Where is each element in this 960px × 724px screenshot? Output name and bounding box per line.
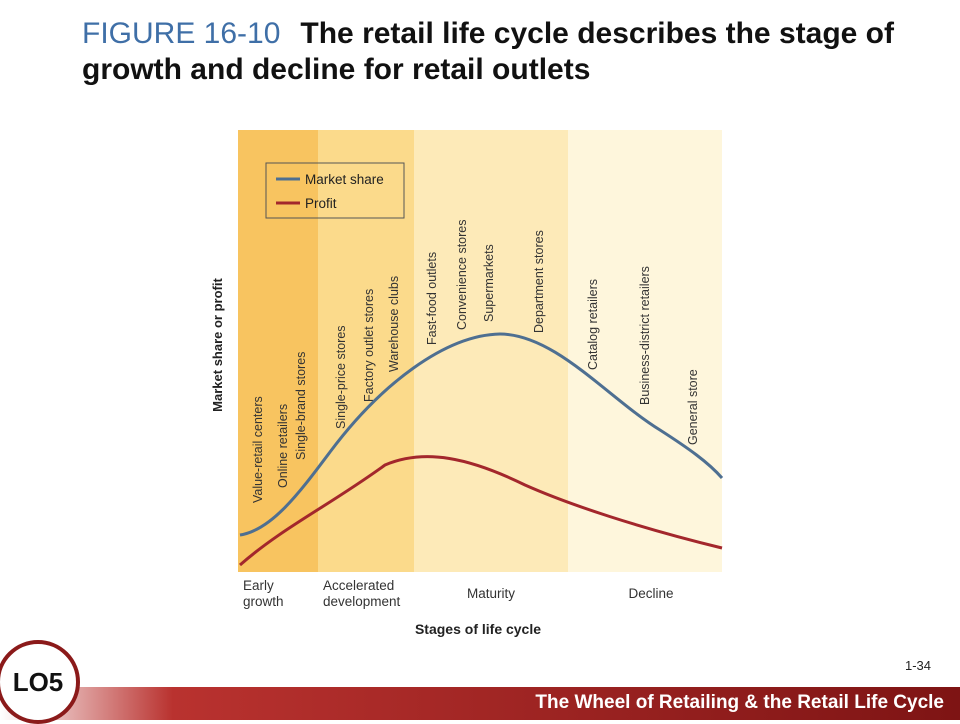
stage-label-0: Early growth <box>243 578 284 609</box>
figure-caption: The retail life cycle describes the stag… <box>82 17 894 86</box>
footer-title: The Wheel of Retailing & the Retail Life… <box>535 692 944 713</box>
footer-bar: The Wheel of Retailing & the Retail Life… <box>0 687 960 720</box>
stage-band-3 <box>568 130 722 572</box>
store-label-4: Factory outlet stores <box>362 289 376 402</box>
store-label-1: Online retailers <box>276 404 290 488</box>
stage-label-3: Decline <box>628 586 673 601</box>
store-label-5: Warehouse clubs <box>387 276 401 372</box>
series-line-1 <box>239 455 723 567</box>
legend-box <box>265 162 405 219</box>
store-label-11: Business-district retailers <box>638 266 652 405</box>
series-line-0 <box>239 332 724 537</box>
store-label-7: Convenience stores <box>455 220 469 330</box>
x-axis-label: Stages of life cycle <box>415 621 541 637</box>
stage-label-2: Maturity <box>467 586 515 601</box>
store-label-8: Supermarkets <box>482 244 496 322</box>
store-label-2: Single-brand stores <box>294 352 308 460</box>
store-label-3: Single-price stores <box>334 325 348 429</box>
learning-objective-badge: LO5 <box>0 640 80 724</box>
figure-label: FIGURE 16-10 <box>82 17 281 50</box>
store-label-10: Catalog retailers <box>586 279 600 370</box>
stage-label-1: Accelerated development <box>323 578 401 609</box>
y-axis-label: Market share or profit <box>210 278 225 412</box>
legend-label-0: Market share <box>305 172 384 187</box>
page-number: 1-34 <box>905 658 932 673</box>
slide-title: FIGURE 16-10 The retail life cycle descri… <box>82 16 942 88</box>
legend-label-1: Profit <box>305 196 337 211</box>
store-label-6: Fast-food outlets <box>425 252 439 345</box>
store-label-9: Department stores <box>532 230 546 333</box>
store-label-0: Value-retail centers <box>251 396 265 503</box>
store-label-12: General store <box>686 369 700 445</box>
stage-band-2 <box>414 130 568 572</box>
